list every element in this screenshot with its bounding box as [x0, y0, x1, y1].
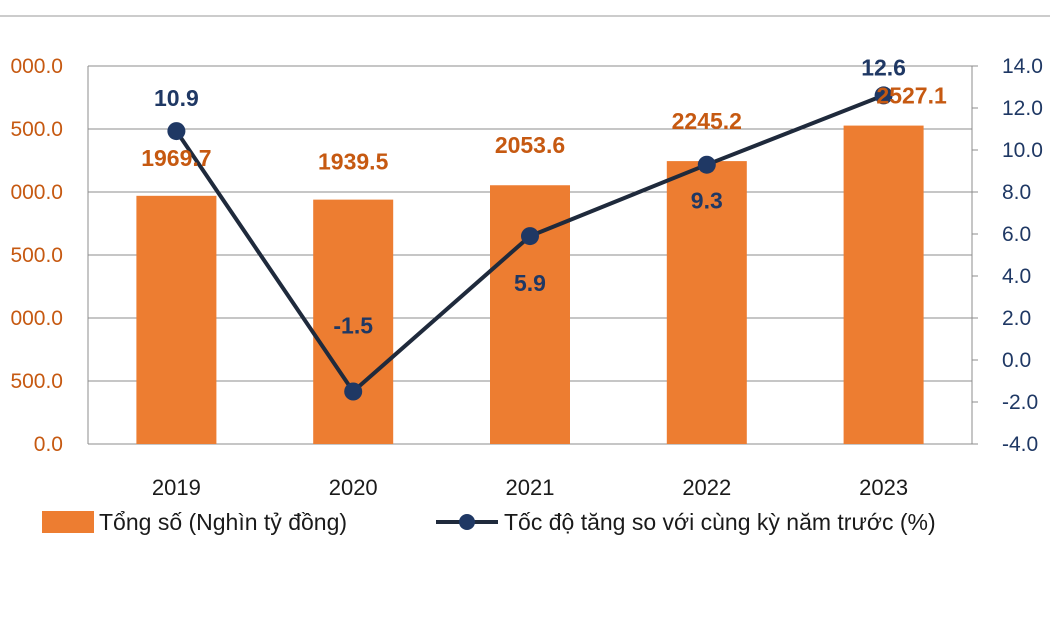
left-axis-tick-label: 0.0: [34, 433, 63, 456]
left-axis-tick-label: 500.0: [10, 118, 63, 141]
left-axis-tick-label: 000.0: [10, 181, 63, 204]
right-axis-tick-label: 12.0: [1002, 97, 1043, 120]
line-data-labels: 10.9 -1.5 5.9 9.3 12.6: [154, 54, 906, 338]
right-axis-tick-label: 10.0: [1002, 139, 1043, 162]
right-axis-tick-label: -4.0: [1002, 433, 1038, 456]
right-axis: -4.0 -2.0 0.0 2.0 4.0 6.0 8.0 10.0 12.0 14.0: [972, 55, 1043, 456]
right-axis-tick-label: 14.0: [1002, 55, 1043, 78]
bar: [313, 199, 394, 444]
right-axis-tick-label: 2.0: [1002, 307, 1031, 330]
bar-data-label: 2053.6: [495, 132, 565, 158]
bar-data-label: 2245.2: [672, 108, 742, 134]
line-point: [167, 122, 186, 141]
x-axis-tick-label: 2019: [152, 475, 201, 500]
x-axis: 2019 2020 2021 2022 2023: [152, 475, 908, 500]
legend-line-marker: [459, 514, 475, 530]
left-axis-tick-label: 000.0: [10, 55, 63, 78]
line-point: [521, 227, 539, 246]
left-axis-tick-label: 500.0: [10, 244, 63, 267]
line-point: [344, 382, 363, 401]
bar: [666, 161, 747, 444]
bar: [843, 125, 924, 445]
x-axis-tick-label: 2021: [506, 475, 555, 500]
legend-bar-swatch: [42, 511, 94, 533]
legend-line-label: Tốc độ tăng so với cùng kỳ năm trước (%): [504, 509, 936, 535]
left-axis-tick-label: 500.0: [10, 370, 63, 393]
right-axis-tick-label: 8.0: [1002, 181, 1031, 204]
legend: Tổng số (Nghìn tỷ đồng) Tốc độ tăng so v…: [42, 509, 936, 535]
bar: [136, 195, 217, 444]
line-data-label: 10.9: [154, 85, 199, 111]
left-axis-tick-label: 000.0: [10, 307, 63, 330]
line-point: [697, 155, 716, 174]
line-series: [167, 86, 893, 401]
left-axis: 0.0 500.0 000.0 500.0 000.0 500.0 000.0: [10, 55, 63, 456]
bar-data-labels: 1969.7 1939.5 2053.6 2245.2 2527.1: [141, 83, 947, 175]
right-axis-tick-label: 4.0: [1002, 265, 1031, 288]
right-axis-tick-label: -2.0: [1002, 391, 1038, 414]
line-data-label: 12.6: [861, 54, 906, 80]
legend-bar-label: Tổng số (Nghìn tỷ đồng): [99, 509, 347, 535]
bar-data-label: 2527.1: [876, 83, 947, 109]
bar-data-label: 1969.7: [141, 145, 211, 171]
x-axis-tick-label: 2023: [859, 475, 908, 500]
line-data-label: 9.3: [691, 188, 723, 214]
line-point: [874, 86, 893, 105]
x-axis-tick-label: 2022: [682, 475, 731, 500]
x-axis-tick-label: 2020: [329, 475, 378, 500]
bar-series: [136, 125, 924, 445]
right-axis-tick-label: 6.0: [1002, 223, 1031, 246]
bar-data-label: 1939.5: [318, 149, 389, 175]
line-data-label: 5.9: [514, 270, 546, 296]
line-data-label: -1.5: [333, 313, 373, 339]
right-axis-tick-label: 0.0: [1002, 349, 1031, 372]
